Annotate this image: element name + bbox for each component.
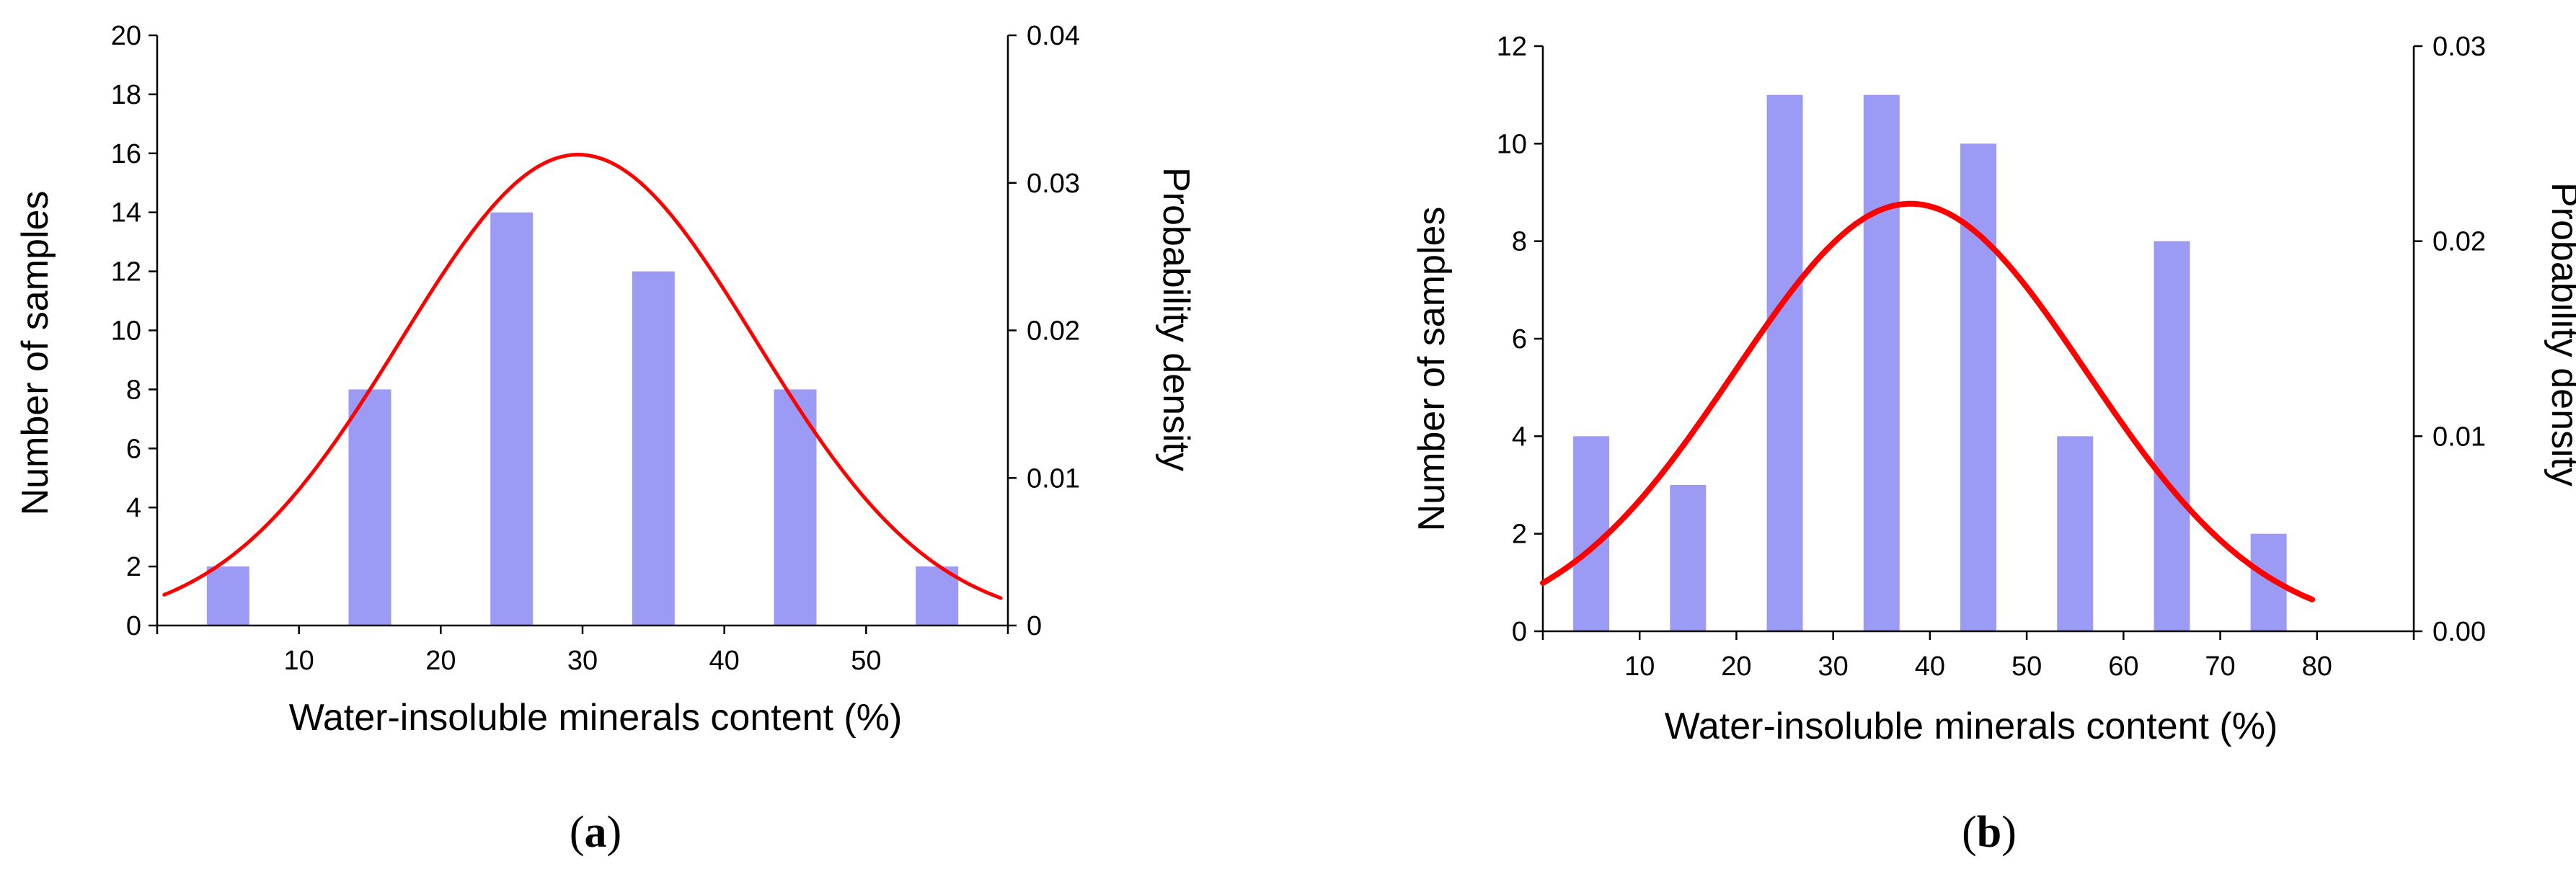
normal-curve — [162, 153, 1003, 600]
y-tick-label: 2 — [126, 552, 141, 582]
bar — [774, 389, 817, 626]
x-tick-label: 50 — [851, 646, 881, 676]
y-tick-label: 8 — [126, 375, 141, 405]
panel-label-a: (a) — [570, 808, 621, 857]
y2-axis-title: Probability density — [1155, 167, 1197, 471]
bar — [1573, 436, 1610, 631]
y-tick-label: 0 — [1512, 617, 1527, 647]
x-tick-label: 10 — [284, 646, 314, 676]
bar — [2154, 241, 2190, 632]
y2-axis-title: Probability density — [2544, 182, 2576, 486]
y-tick-label: 2 — [1512, 520, 1527, 550]
bar — [490, 212, 534, 626]
y2-tick-label: 0.00 — [2433, 617, 2486, 647]
y-tick-label: 16 — [111, 139, 141, 169]
x-tick-label: 20 — [1721, 651, 1751, 682]
bar — [2057, 436, 2094, 631]
y-tick-label: 14 — [111, 198, 141, 228]
panel-letter: a — [585, 808, 607, 857]
y-tick-label: 20 — [111, 21, 141, 51]
y2-tick-label: 0.01 — [1027, 463, 1080, 494]
y2-tick-label: 0.04 — [1027, 21, 1080, 51]
x-tick-label: 60 — [2108, 651, 2138, 682]
y2-tick-label: 0.03 — [2433, 32, 2486, 62]
x-tick-label: 10 — [1624, 651, 1655, 682]
bar — [206, 566, 249, 626]
y-tick-label: 18 — [111, 80, 141, 110]
y-tick-label: 4 — [1512, 422, 1527, 452]
y2-tick-label: 0.01 — [2433, 422, 2486, 452]
y-tick-label: 10 — [1497, 129, 1527, 159]
y-tick-label: 12 — [111, 257, 141, 288]
y2-tick-label: 0.03 — [1027, 169, 1080, 199]
panel-letter: b — [1977, 808, 2001, 857]
y-tick-label: 0 — [126, 611, 141, 641]
x-axis-title: Water-insoluble minerals content (%) — [289, 697, 903, 739]
x-tick-label: 50 — [2011, 651, 2042, 682]
y-tick-label: 12 — [1497, 32, 1527, 62]
chart-panel-a: Water-insoluble minerals content (%) Num… — [14, 21, 1197, 857]
bar — [1960, 143, 1996, 632]
y-axis-title: Number of samples — [1411, 207, 1453, 532]
bar — [1863, 94, 1900, 631]
y2-tick-label: 0.02 — [1027, 316, 1080, 347]
x-tick-label: 70 — [2205, 651, 2235, 682]
y-tick-label: 6 — [126, 434, 141, 464]
y-tick-label: 4 — [126, 493, 141, 523]
x-tick-label: 40 — [1915, 651, 1945, 682]
y2-tick-label: 0 — [1027, 611, 1042, 641]
x-axis-title: Water-insoluble minerals content (%) — [1665, 705, 2278, 747]
y-axis-title: Number of samples — [14, 191, 56, 516]
normal-curve — [1540, 200, 2316, 602]
bar — [916, 566, 959, 626]
bar — [1670, 485, 1707, 631]
bar-series — [1573, 94, 2287, 632]
panel-label-b: (b) — [1962, 808, 2017, 857]
chart-panel-b: Water-insoluble minerals content (%) Num… — [1411, 32, 2576, 857]
x-tick-label: 30 — [567, 646, 598, 676]
x-tick-label: 20 — [425, 646, 456, 676]
x-tick-label: 40 — [709, 646, 740, 676]
y-tick-label: 10 — [111, 316, 141, 347]
bar — [632, 271, 675, 626]
x-tick-label: 80 — [2302, 651, 2332, 682]
bar-series — [206, 212, 959, 626]
bar — [1766, 94, 1803, 631]
x-tick-label: 30 — [1818, 651, 1849, 682]
y-tick-label: 8 — [1512, 227, 1527, 257]
bar — [348, 389, 391, 626]
y2-tick-label: 0.02 — [2433, 227, 2486, 257]
y-tick-label: 6 — [1512, 324, 1527, 355]
